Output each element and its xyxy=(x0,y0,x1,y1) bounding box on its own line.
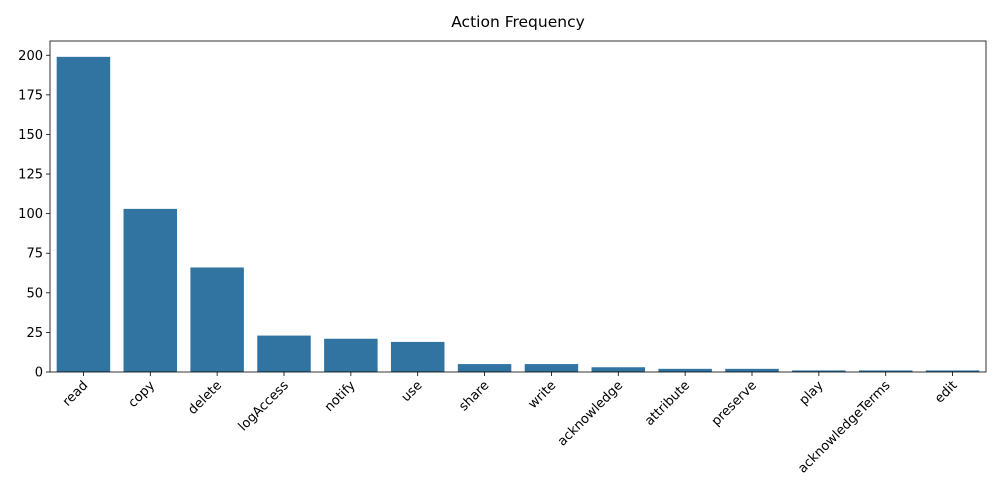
bar-share xyxy=(457,364,512,372)
y-tick-label: 50 xyxy=(26,286,43,301)
x-tick-label-notify: notify xyxy=(322,378,359,415)
x-tick-label-use: use xyxy=(399,378,426,405)
x-tick-label-logAccess: logAccess xyxy=(236,378,292,434)
bar-delete xyxy=(190,267,244,372)
y-tick-label: 200 xyxy=(18,49,43,64)
bar-logAccess xyxy=(257,335,311,372)
bar-acknowledge xyxy=(591,367,646,372)
x-tick-label-preserve: preserve xyxy=(709,378,760,429)
y-tick-label: 25 xyxy=(26,326,43,341)
bar-use xyxy=(390,341,445,372)
y-tick-label: 175 xyxy=(18,88,43,103)
bars-group xyxy=(56,56,980,373)
y-tick-label: 75 xyxy=(26,247,43,262)
bar-preserve xyxy=(725,368,779,372)
bar-write xyxy=(524,364,579,372)
bar-read xyxy=(56,56,111,373)
x-tick-label-read: read xyxy=(60,378,91,409)
chart-title: Action Frequency xyxy=(451,13,585,31)
bar-attribute xyxy=(658,368,712,372)
bar-acknowledgeTerms xyxy=(858,370,913,372)
y-tick-label: 125 xyxy=(18,168,43,183)
x-tick-label-acknowledge: acknowledge xyxy=(555,378,626,449)
x-tick-label-share: share xyxy=(456,378,492,414)
bar-notify xyxy=(324,338,378,372)
y-tick-label: 150 xyxy=(18,128,43,143)
bar-copy xyxy=(123,208,178,372)
x-tick-label-play: play xyxy=(797,378,827,408)
x-tick-label-copy: copy xyxy=(126,378,159,411)
x-tick-label-edit: edit xyxy=(932,378,960,406)
bar-edit xyxy=(925,370,980,372)
x-tick-label-delete: delete xyxy=(185,378,225,418)
y-tick-label: 100 xyxy=(18,207,43,222)
y-axis: 0 25 50 75 100 125 150 175 200 xyxy=(18,49,50,381)
x-tick-label-attribute: attribute xyxy=(642,378,693,429)
x-tick-label-write: write xyxy=(526,378,560,412)
x-axis: read copy delete logAccess notify use share wri… xyxy=(60,372,960,476)
plot-frame xyxy=(49,40,987,373)
y-tick-label: 0 xyxy=(35,366,43,381)
bar-play xyxy=(792,370,846,372)
